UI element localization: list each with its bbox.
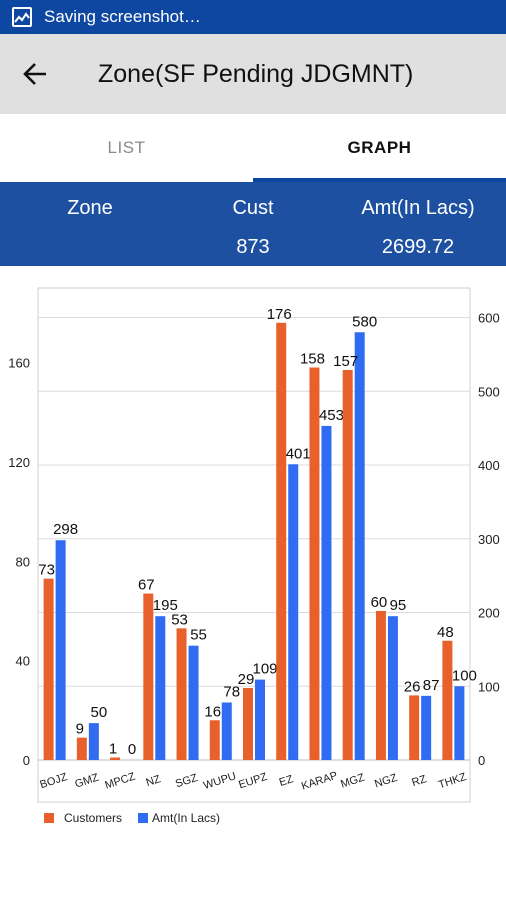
category-tick-label: RZ — [410, 773, 428, 789]
amt-value: 2699.72 — [381, 236, 455, 258]
customers-data-label: 26 — [404, 678, 421, 695]
amount-data-label: 87 — [423, 677, 440, 694]
customers-bar — [76, 737, 87, 760]
customers-bar — [409, 695, 420, 760]
customers-data-label: 1 — [109, 741, 117, 758]
amount-bar — [88, 723, 99, 760]
y-right-tick-label: 500 — [478, 384, 500, 399]
amount-bar — [55, 540, 66, 760]
category-tick-label: GMZ — [73, 772, 100, 791]
amount-bar — [421, 695, 432, 760]
tab-graph[interactable]: GRAPH — [253, 114, 506, 182]
bar-chart: 04080120160010020030040050060073298BOJZ9… — [8, 287, 500, 825]
amount-data-label: 55 — [190, 627, 207, 644]
amount-bar — [188, 645, 199, 760]
legend-label-customers: Customers — [64, 811, 122, 825]
customers-bar — [43, 578, 54, 760]
legend-label-amount: Amt(In Lacs) — [152, 811, 220, 825]
customers-bar — [110, 757, 121, 760]
y-left-tick-label: 40 — [16, 654, 30, 669]
amount-data-label: 100 — [452, 667, 477, 684]
amount-data-label: 401 — [286, 445, 311, 462]
customers-data-label: 29 — [238, 671, 255, 688]
customers-bar — [442, 640, 453, 760]
amount-data-label: 95 — [390, 597, 407, 614]
page-title: Zone(SF Pending JDGMNT) — [98, 59, 414, 88]
status-bar: Saving screenshot… — [0, 0, 506, 34]
amount-bar — [221, 702, 232, 760]
amount-bar — [387, 616, 398, 760]
amount-data-label: 453 — [319, 407, 344, 424]
category-tick-label: KARAP — [300, 770, 339, 793]
y-left-tick-label: 120 — [8, 455, 30, 470]
cust-value: 873 — [236, 236, 270, 258]
category-tick-label: MPCZ — [103, 771, 137, 792]
category-tick-label: BOJZ — [38, 771, 69, 791]
amount-data-label: 195 — [153, 597, 178, 614]
tab-list[interactable]: LIST — [107, 138, 146, 157]
amount-data-label: 78 — [223, 683, 240, 700]
category-tick-label: MGZ — [339, 772, 366, 791]
amount-data-label: 298 — [53, 521, 78, 538]
y-right-tick-label: 100 — [478, 679, 500, 694]
amt-header: Amt(In Lacs) — [361, 197, 475, 219]
category-tick-label: WUPU — [202, 770, 238, 792]
customers-bar — [276, 322, 287, 760]
amount-bar — [454, 686, 465, 760]
chart-area: 0 40 80 120 160 0 100 200 300 400 500 600 73 298 BOJZ 9… — [0, 266, 506, 900]
amount-bar — [354, 332, 365, 760]
category-tick-label: NZ — [145, 773, 163, 789]
y-right-tick-label: 300 — [478, 532, 500, 547]
customers-bar — [143, 593, 154, 760]
customers-data-label: 73 — [38, 562, 55, 579]
category-tick-label: NGZ — [373, 772, 399, 791]
customers-data-label: 67 — [138, 577, 155, 594]
amount-data-label: 580 — [352, 313, 377, 330]
customers-data-label: 53 — [171, 611, 188, 628]
legend-swatch-amount — [138, 813, 148, 823]
y-right-tick-label: 400 — [478, 458, 500, 473]
amount-data-label: 109 — [252, 661, 277, 678]
summary-header: Zone Cust Amt(In Lacs) 873 2699.72 — [0, 182, 506, 266]
app-bar: Zone(SF Pending JDGMNT) — [0, 34, 506, 114]
customers-data-label: 9 — [76, 721, 84, 738]
image-icon — [12, 7, 32, 27]
customers-data-label: 158 — [300, 350, 325, 367]
customers-data-label: 16 — [204, 703, 221, 720]
customers-bar — [243, 687, 253, 760]
legend-swatch-customers — [44, 813, 54, 823]
amount-data-label: 50 — [91, 704, 108, 721]
cust-header: Cust — [232, 197, 274, 219]
y-right-tick-label: 600 — [478, 311, 500, 326]
amount-bar — [255, 679, 265, 760]
amount-bar — [288, 464, 299, 760]
arrow-left-icon — [23, 63, 46, 85]
y-right-tick-label: 200 — [478, 606, 500, 621]
amount-bar — [321, 425, 332, 760]
y-right-tick-label: 0 — [478, 753, 485, 768]
customers-data-label: 157 — [333, 353, 358, 370]
status-text: Saving screenshot… — [44, 7, 201, 26]
customers-bar — [309, 367, 320, 760]
customers-bar — [176, 628, 187, 760]
back-button[interactable] — [0, 34, 70, 114]
y-left-tick-label: 160 — [8, 356, 30, 371]
customers-bar — [342, 369, 353, 760]
customers-data-label: 48 — [437, 624, 454, 641]
amount-bar — [155, 616, 166, 760]
y-left-tick-label: 80 — [16, 554, 30, 569]
category-tick-label: EUPZ — [237, 771, 269, 792]
plot-frame — [37, 287, 471, 803]
category-tick-label: EZ — [278, 773, 295, 789]
amount-data-label: 0 — [128, 741, 136, 758]
tab-bar: LIST GRAPH — [0, 114, 506, 182]
y-left-tick-label: 0 — [23, 753, 30, 768]
customers-data-label: 176 — [267, 306, 292, 323]
zone-header: Zone — [67, 197, 113, 219]
category-tick-label: THKZ — [437, 771, 468, 791]
customers-data-label: 60 — [371, 594, 388, 611]
category-tick-label: SGZ — [174, 772, 199, 790]
customers-bar — [375, 610, 386, 760]
customers-bar — [209, 720, 220, 760]
